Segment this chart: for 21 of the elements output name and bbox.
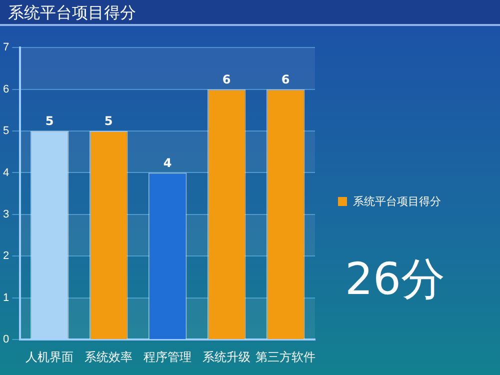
y-tick-label: 3 <box>2 208 10 220</box>
y-tick-label: 6 <box>2 83 10 96</box>
text: 26分 <box>345 253 445 307</box>
y-tick-label: 4 <box>2 166 10 179</box>
y-tick-label: 5 <box>2 125 10 138</box>
x-tick-label: 程序管理 <box>144 350 192 364</box>
x-tick-label: 系统升级 <box>202 350 251 364</box>
data-label: 5 <box>45 114 54 128</box>
legend-label: 系统平台项目得分 <box>353 194 441 209</box>
chart-title: 系统平台项目得分 <box>0 0 500 26</box>
data-label: 6 <box>281 72 290 86</box>
x-tick-label: 人机界面 <box>26 350 74 364</box>
data-label: 5 <box>104 114 113 128</box>
data-label: 4 <box>163 156 172 170</box>
x-tick-label: 系统效率 <box>84 350 133 364</box>
y-tick-label: 0 <box>2 334 10 346</box>
y-tick-label: 2 <box>2 250 10 262</box>
data-label: 6 <box>222 72 231 86</box>
y-tick-label: 7 <box>2 42 10 54</box>
y-tick-label: 1 <box>2 292 10 304</box>
x-tick-label: 第三方软件 <box>256 350 316 364</box>
